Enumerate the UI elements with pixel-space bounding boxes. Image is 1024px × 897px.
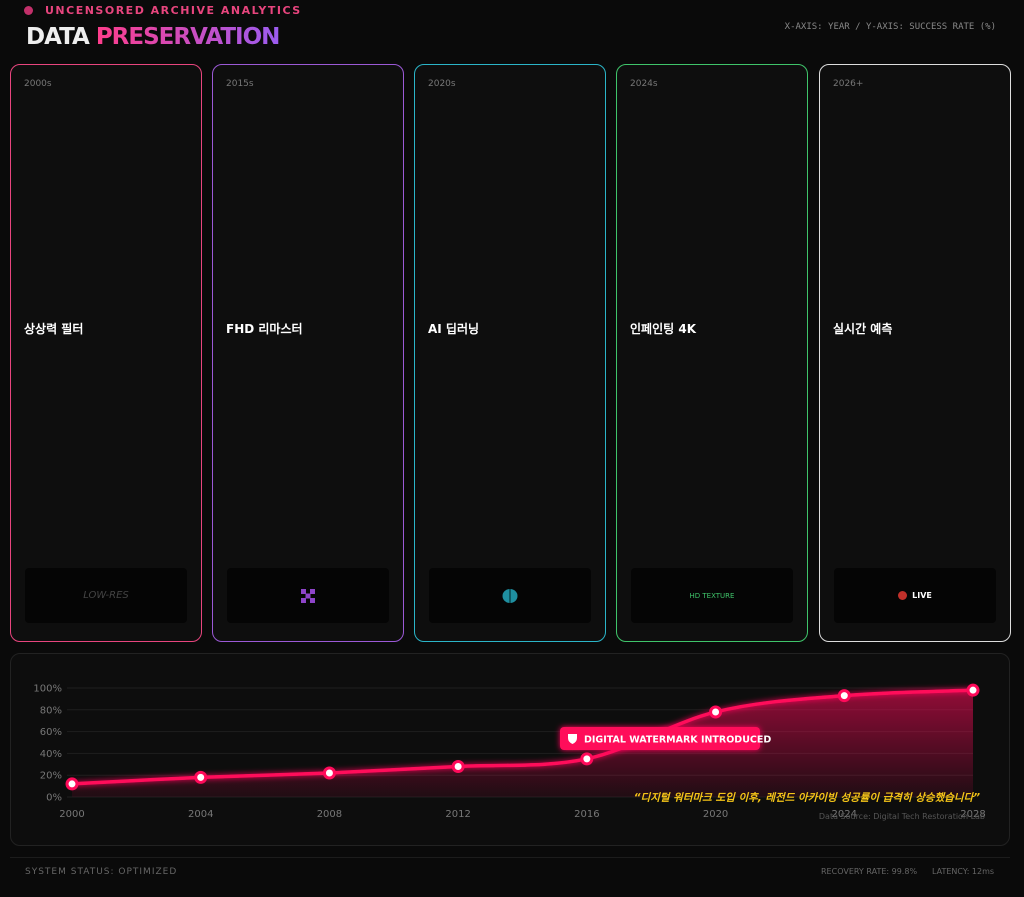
x-tick-label: 2024 xyxy=(832,809,857,820)
icon xyxy=(301,588,315,603)
y-tick-label: 80% xyxy=(40,705,62,716)
point xyxy=(580,752,594,766)
x-tick-label: 2020 xyxy=(703,809,728,820)
card-title: 상상력 필터 xyxy=(24,322,84,336)
icon xyxy=(502,588,518,603)
badge: UNCENSORED ARCHIVE ANALYTICS xyxy=(24,4,302,17)
status: SYSTEM STATUS: OPTIMIZED xyxy=(25,867,178,877)
y-tick-label: 0% xyxy=(46,793,62,804)
x-tick-label: 2012 xyxy=(445,809,470,820)
annotation-box xyxy=(560,727,760,750)
card[interactable]: 2026+ 실시간 예측 LIVE xyxy=(819,64,1011,642)
card[interactable]: 2000s 상상력 필터 LOW-RES xyxy=(10,64,202,642)
footer-rule xyxy=(10,857,1010,858)
era: 2020s xyxy=(428,79,456,89)
card-title: AI 딥러닝 xyxy=(428,322,480,336)
title-part: DATA xyxy=(26,24,90,50)
x-tick-label: 2000 xyxy=(59,809,84,820)
x-tick-label: 2004 xyxy=(188,809,213,820)
chart: 0% 20% 40% 60% 80% 100% 2000 2004 2008 2012 2016 20… xyxy=(33,683,985,822)
point xyxy=(322,766,336,780)
point xyxy=(194,770,208,784)
point xyxy=(966,683,980,697)
annotation-text: DIGITAL WATERMARK INTRODUCED xyxy=(584,735,771,746)
point xyxy=(709,705,723,719)
y-tick-label: 40% xyxy=(40,749,62,760)
y-tick-label: 60% xyxy=(40,727,62,738)
line xyxy=(71,688,974,786)
annotation xyxy=(560,727,760,750)
era: 2024s xyxy=(630,79,658,89)
annotation-icon xyxy=(568,734,577,744)
live-dot xyxy=(898,591,908,600)
x-tick-label: 2016 xyxy=(574,809,599,820)
point xyxy=(837,689,851,703)
latency: LATENCY: 12ms xyxy=(932,867,995,876)
era: 2026+ xyxy=(833,79,864,89)
y-tick-label: 100% xyxy=(33,684,62,695)
source: Data Source: Digital Tech Restoration La… xyxy=(819,812,985,821)
card[interactable]: 2020s AI 딥러닝 xyxy=(414,64,606,642)
area xyxy=(72,690,973,797)
y-tick-label: 20% xyxy=(40,771,62,782)
x-tick-label: 2028 xyxy=(960,809,985,820)
card-label: LOW-RES xyxy=(25,568,187,623)
card-label: LIVE xyxy=(912,591,932,600)
quote: “디지털 워터마크 도입 이후, 레전드 아카이빙 성공률이 급격히 상승했습니… xyxy=(634,792,980,804)
era: 2015s xyxy=(226,79,254,89)
card-title: 실시간 예측 xyxy=(833,322,893,336)
point xyxy=(65,777,79,791)
point xyxy=(451,759,465,773)
axis-note: X-AXIS: YEAR / Y-AXIS: SUCCESS RATE (%) xyxy=(784,22,996,32)
era: 2000s xyxy=(24,79,52,89)
card-icon-box xyxy=(227,568,389,623)
card-icon-box xyxy=(429,568,591,623)
card[interactable]: 2024s 인페인팅 4K HD TEXTURE xyxy=(616,64,808,642)
card[interactable]: 2015s FHD 리마스터 xyxy=(212,64,404,642)
card-title: 인페인팅 4K xyxy=(630,322,696,336)
card-label: HD TEXTURE xyxy=(631,568,793,623)
x-tick-label: 2008 xyxy=(317,809,342,820)
card-title: FHD 리마스터 xyxy=(226,322,303,336)
page-title: DATA PRESERVATION xyxy=(26,24,281,50)
recovery: RECOVERY RATE: 99.8% xyxy=(821,867,918,876)
title-part: PRESERVATION xyxy=(95,24,281,50)
card-label-box: LIVE xyxy=(834,568,996,623)
